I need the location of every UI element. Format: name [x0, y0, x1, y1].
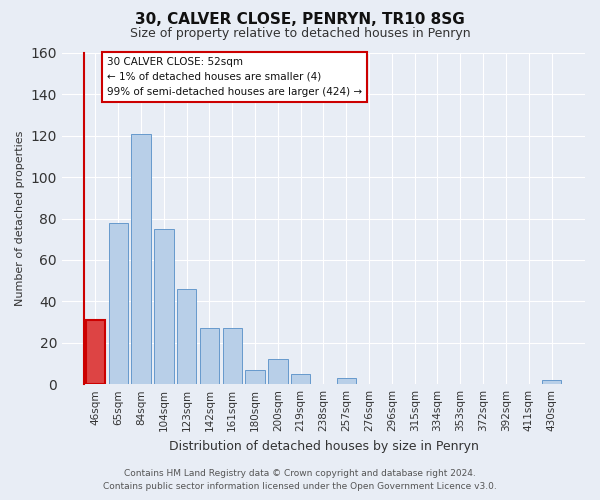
Bar — [86, 320, 105, 384]
Bar — [200, 328, 219, 384]
Bar — [268, 360, 287, 384]
Bar — [177, 289, 196, 384]
Bar — [542, 380, 561, 384]
Text: 30, CALVER CLOSE, PENRYN, TR10 8SG: 30, CALVER CLOSE, PENRYN, TR10 8SG — [135, 12, 465, 28]
Bar — [337, 378, 356, 384]
Bar — [245, 370, 265, 384]
Bar — [154, 229, 173, 384]
Text: 30 CALVER CLOSE: 52sqm
← 1% of detached houses are smaller (4)
99% of semi-detac: 30 CALVER CLOSE: 52sqm ← 1% of detached … — [107, 57, 362, 96]
Text: Contains HM Land Registry data © Crown copyright and database right 2024.
Contai: Contains HM Land Registry data © Crown c… — [103, 470, 497, 491]
Bar — [223, 328, 242, 384]
Text: Size of property relative to detached houses in Penryn: Size of property relative to detached ho… — [130, 28, 470, 40]
Bar — [291, 374, 310, 384]
Bar — [131, 134, 151, 384]
X-axis label: Distribution of detached houses by size in Penryn: Distribution of detached houses by size … — [169, 440, 478, 452]
Bar — [109, 222, 128, 384]
Y-axis label: Number of detached properties: Number of detached properties — [15, 131, 25, 306]
